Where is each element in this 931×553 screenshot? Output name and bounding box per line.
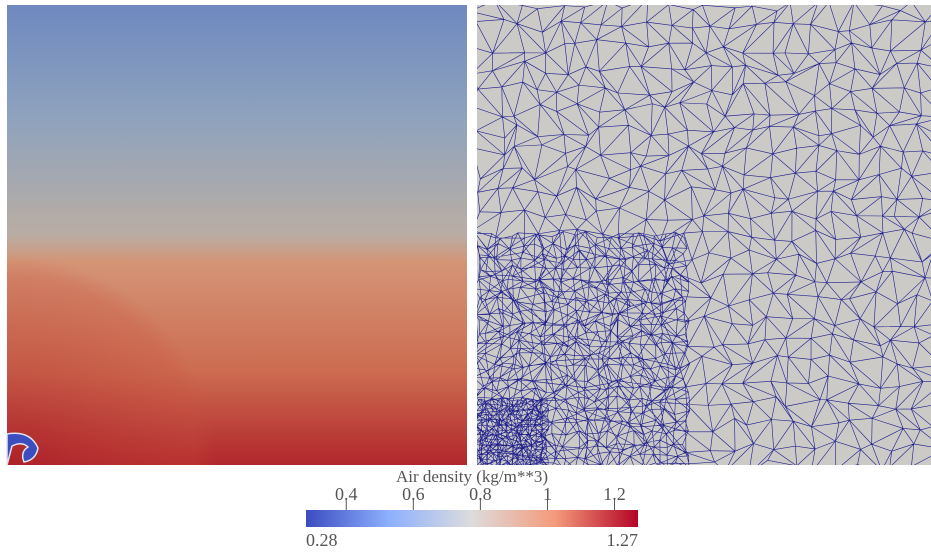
tick-label: 0.8 — [469, 484, 492, 504]
colorbar — [306, 510, 638, 527]
mesh — [477, 5, 931, 465]
mesh-background — [477, 5, 931, 465]
tick-label: 1 — [543, 484, 552, 504]
colorbar-max: 1.27 — [607, 530, 639, 548]
colorbar-title: Air density (kg/m**3) — [396, 467, 548, 486]
vortex — [6, 432, 39, 466]
colorbar-min: 0.28 — [306, 530, 338, 548]
shock-front — [7, 255, 217, 465]
tick-label: 0.6 — [402, 484, 425, 504]
tick-label: 0.4 — [335, 484, 358, 504]
tick-label: 1.2 — [603, 484, 626, 504]
